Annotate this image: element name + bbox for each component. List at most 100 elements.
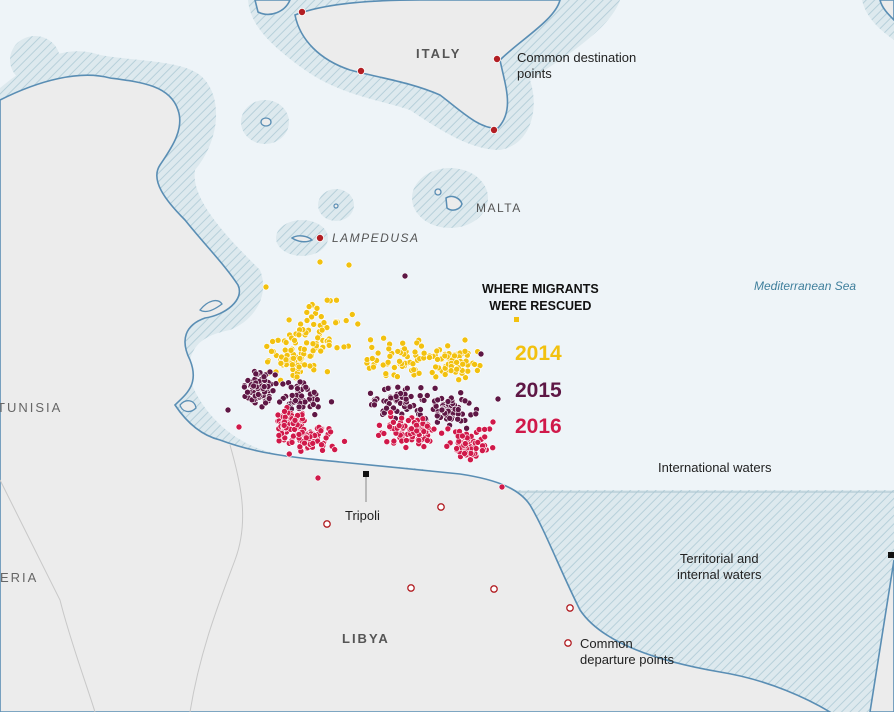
rescue-point-2014 (464, 367, 472, 375)
rescue-point-2014 (420, 349, 428, 357)
rescue-point-2014 (268, 347, 275, 355)
rescue-point-2015 (250, 382, 257, 390)
rescue-point-2016 (327, 428, 334, 436)
rescue-point-2014 (410, 366, 418, 374)
rescue-point-2016 (430, 425, 438, 433)
territorial-line1: Territorial and (679, 551, 759, 566)
rescue-point-2014 (394, 348, 402, 355)
rescue-point-2014 (471, 361, 478, 368)
djerba-island (179, 400, 197, 413)
label-libya: LIBYA (342, 631, 390, 646)
rescue-point-2015 (288, 392, 296, 399)
rescue-point-2016 (420, 428, 428, 435)
rescue-point-2014 (263, 343, 271, 350)
rescue-point-2015 (294, 385, 301, 392)
rescue-point-2015 (296, 378, 304, 386)
rescue-point-2016 (489, 418, 497, 426)
linosa-island (333, 203, 339, 209)
rescue-point-2014 (433, 347, 441, 355)
land-top-right (879, 0, 894, 22)
rescue-point-2014 (332, 319, 340, 327)
rescue-point-2014 (333, 296, 340, 304)
rescue-point-2014 (396, 357, 403, 365)
territorial-line2: internal waters (677, 567, 762, 582)
rescue-point-2015 (407, 393, 415, 400)
rescue-point-2014 (368, 344, 376, 351)
rescue-point-2015 (254, 391, 262, 398)
rescue-point-2015 (392, 393, 400, 400)
rescue-point-2016 (405, 417, 412, 424)
rescue-point-2015 (463, 424, 470, 432)
label-lampedusa: LAMPEDUSA (332, 231, 420, 245)
rescue-point-2016 (280, 422, 288, 429)
east-city-marker (888, 552, 894, 558)
border-tunisia-libya (189, 444, 244, 712)
rescue-point-2016 (295, 431, 303, 438)
rescue-point-2015 (265, 395, 273, 402)
rescue-point-2014 (391, 364, 398, 371)
rescue-point-2014 (310, 321, 318, 328)
rescue-point-2015 (444, 398, 452, 405)
rescue-point-2015 (313, 396, 321, 403)
gozo-island (434, 188, 442, 196)
destination-point-icon (489, 126, 498, 135)
destination-line1: Common destination (517, 50, 637, 65)
rescue-point-2015 (276, 398, 283, 406)
rescue-point-2014 (277, 359, 285, 367)
rescue-point-2015 (298, 392, 305, 400)
rescue-point-2014 (409, 360, 417, 368)
rescue-point-2016 (275, 432, 283, 439)
departure-line2: departure points (580, 652, 674, 667)
kerkennah-island (199, 299, 223, 313)
rescue-point-2014 (461, 347, 469, 355)
rescue-point-2015 (394, 383, 402, 391)
departure-point-icon (564, 639, 572, 647)
rescue-point-2016 (322, 434, 330, 442)
departure-point-icon (437, 503, 445, 511)
rescue-point-2014 (303, 309, 311, 316)
rescue-point-2015 (401, 272, 409, 280)
rescue-point-2016 (498, 483, 506, 491)
lampedusa-island (290, 235, 314, 243)
rescue-point-2014 (296, 355, 304, 362)
malta-island (445, 195, 463, 211)
rescue-point-2015 (433, 412, 441, 420)
label-tunisia: TUNISIA (0, 400, 63, 415)
rescue-point-2014 (342, 317, 350, 324)
rescue-point-2016 (467, 456, 474, 464)
rescue-point-2016 (390, 437, 398, 445)
destination-points (297, 7, 501, 242)
rescue-point-2014 (303, 317, 311, 324)
legend-2016: 2016 (515, 415, 562, 438)
rescue-point-2014 (453, 359, 460, 366)
rescue-point-2014 (295, 363, 303, 371)
rescue-point-2016 (398, 414, 405, 422)
rescue-point-2015 (311, 411, 319, 418)
rescue-point-2015 (406, 403, 414, 411)
rescue-point-2014 (316, 258, 324, 266)
rescue-point-2015 (292, 397, 299, 404)
departure-point-icon (566, 604, 574, 612)
territorial-waters-northwest (10, 36, 60, 84)
rescue-point-2014 (303, 339, 310, 347)
rescue-point-2016 (386, 423, 394, 431)
rescue-point-2015 (287, 383, 295, 391)
rescue-point-2014 (432, 373, 440, 381)
rescue-point-2014 (291, 337, 298, 344)
rescue-point-2015 (384, 384, 392, 392)
destination-point-icon (315, 233, 324, 242)
rescue-point-2015 (309, 401, 317, 408)
rescue-point-2014 (295, 331, 303, 339)
rescue-point-2014 (333, 344, 341, 352)
rescue-point-2015 (420, 397, 428, 404)
rescue-point-2014 (380, 334, 387, 342)
rescue-point-2014 (418, 342, 425, 350)
rescue-point-2016 (387, 409, 394, 416)
pantelleria-island (260, 117, 272, 127)
rescue-point-2016 (403, 437, 410, 444)
rescue-point-2014 (434, 356, 441, 363)
rescue-point-2016 (402, 444, 410, 451)
rescue-point-2016 (413, 421, 420, 429)
rescue-point-2014 (262, 283, 270, 291)
